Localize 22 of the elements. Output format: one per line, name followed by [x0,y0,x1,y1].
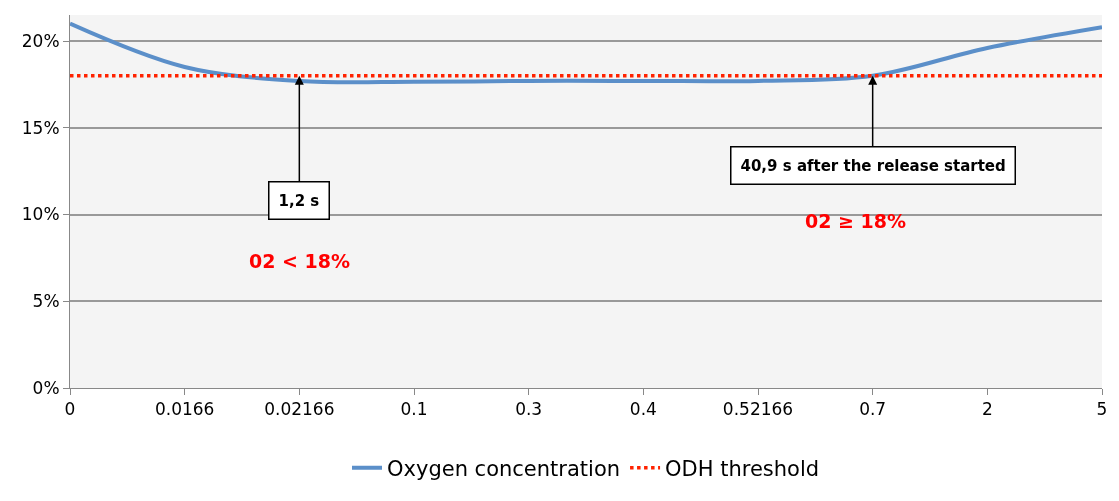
x-tick-label: 5 [1096,399,1108,420]
annotation: 40,9 s after the release started [740,156,1006,175]
annotation: 02 ≥ 18% [805,210,907,232]
y-tick-label: 10% [21,204,60,225]
annotation: 02 < 18% [249,250,351,272]
y-tick-label: 15% [21,117,60,138]
y-tick-label: 20% [21,30,60,51]
y-tick-label: 5% [32,291,60,312]
legend-label: ODH threshold [665,457,820,482]
annotation: 1,2 s [278,191,320,210]
x-tick-label: 0.52166 [722,399,794,420]
x-tick-label: 0.02166 [264,399,335,420]
x-tick-label: 2 [981,399,993,420]
x-tick-label: 0.7 [859,399,887,420]
x-tick-label: 0.0166 [154,399,215,420]
line-series [70,21,1102,85]
x-tick-label: 0 [64,399,76,420]
legend-label: Oxygen concentration [387,457,621,482]
x-tick-label: 0.3 [515,399,543,420]
x-tick-label: 0.1 [400,399,428,420]
x-tick-label: 0.4 [629,399,657,420]
y-tick-label: 0% [32,377,60,398]
